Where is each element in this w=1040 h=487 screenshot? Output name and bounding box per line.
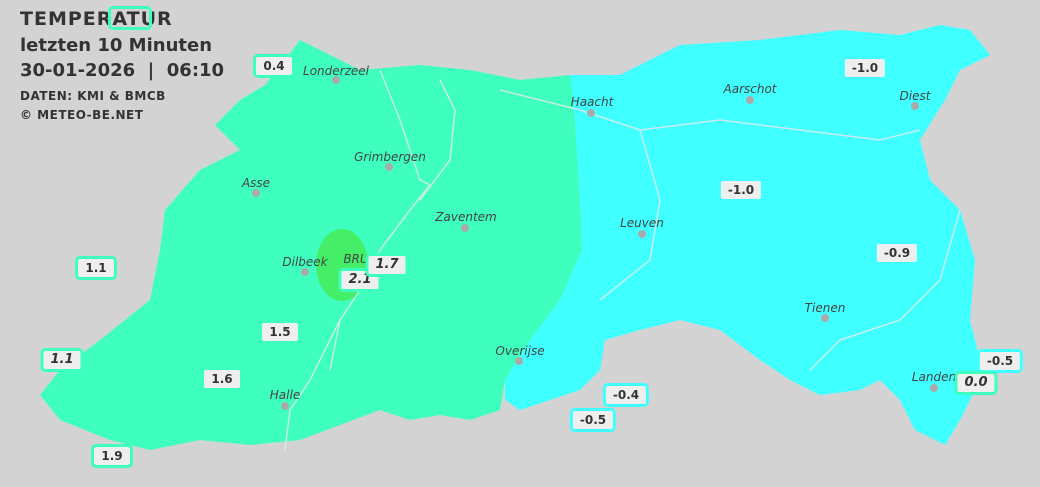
station-temperature-badge[interactable]: 1.6 (201, 367, 243, 391)
map-datetime: 30-01-2026 | 06:10 (20, 60, 225, 81)
place-label: Leuven (620, 216, 664, 230)
map-title: TEMPERATUR (20, 8, 173, 30)
place-label: BRU (343, 252, 369, 266)
place-marker (911, 102, 919, 110)
station-temperature-badge[interactable]: -0.4 (602, 383, 650, 407)
warm-zone (40, 40, 582, 450)
place-marker (461, 224, 469, 232)
place-marker (638, 230, 646, 238)
station-temperature-badge[interactable]: 1.7 (365, 253, 409, 277)
cold-zone (505, 25, 990, 445)
station-temperature-badge[interactable]: -0.9 (873, 241, 921, 265)
place-marker (821, 314, 829, 322)
copyright: © METEO-BE.NET (20, 108, 144, 122)
place-label: Dilbeek (282, 255, 328, 269)
place-label: Aarschot (723, 82, 777, 96)
place-marker (930, 384, 938, 392)
place-marker (746, 96, 754, 104)
data-source: DATEN: KMI & BMCB (20, 89, 166, 103)
place-label: Overijse (495, 344, 545, 358)
station-temperature-badge[interactable] (108, 6, 152, 30)
place-label: Haacht (570, 95, 614, 109)
station-temperature-badge[interactable]: -0.5 (976, 349, 1024, 373)
place-label: Landen (911, 370, 957, 384)
place-label: Grimbergen (354, 150, 426, 164)
station-temperature-badge[interactable]: 1.1 (75, 256, 117, 280)
place-label: Diest (899, 89, 931, 103)
station-temperature-badge[interactable]: 1.5 (259, 320, 301, 344)
place-marker (301, 268, 309, 276)
place-marker (332, 76, 340, 84)
place-marker (587, 109, 595, 117)
place-label: Londerzeel (303, 64, 369, 78)
station-temperature-badge[interactable]: 1.1 (40, 348, 84, 372)
place-marker (252, 189, 260, 197)
borders (284, 69, 961, 451)
map-subtitle: letzten 10 Minuten (20, 35, 213, 56)
station-temperature-badge[interactable]: 1.9 (91, 444, 133, 468)
place-marker (385, 163, 393, 171)
station-temperature-badge[interactable]: 0.0 (954, 371, 998, 395)
station-temperature-badge[interactable]: -1.0 (717, 178, 765, 202)
place-marker (515, 357, 523, 365)
station-temperature-badge[interactable]: -1.0 (841, 56, 889, 80)
station-temperature-badge[interactable]: 0.4 (253, 54, 295, 78)
place-label: Zaventem (435, 210, 497, 224)
place-marker (281, 402, 289, 410)
station-temperature-badge[interactable]: -0.5 (569, 408, 617, 432)
place-label: Halle (269, 388, 301, 402)
place-label: Asse (241, 176, 271, 190)
place-label: Tienen (804, 301, 846, 315)
